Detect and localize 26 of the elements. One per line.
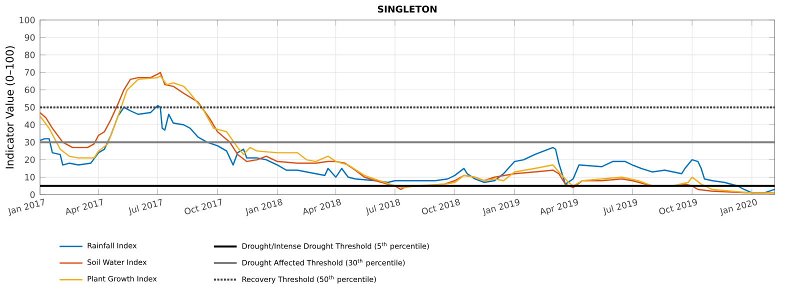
- x-tick-label: Oct 2017: [184, 198, 222, 214]
- chart-title: SINGLETON: [378, 6, 437, 13]
- x-tick-label: Jul 2018: [366, 199, 400, 216]
- y-tick-label: 70: [24, 69, 35, 76]
- y-tick-label: 0: [30, 191, 35, 198]
- y-axis-title: Indicator Value (0–100): [5, 46, 15, 168]
- x-tick-label: Apr 2018: [304, 198, 341, 215]
- x-tick-label: Apr 2019: [540, 199, 578, 215]
- x-tick-label: Oct 2019: [659, 199, 697, 214]
- x-tick-label: Jul 2017: [128, 198, 162, 216]
- x-tick-label: Apr 2017: [66, 198, 102, 215]
- x-tick-label: Oct 2018: [422, 198, 460, 214]
- y-tick-label: 40: [24, 122, 35, 128]
- x-tick-label: Jan 2019: [483, 199, 520, 216]
- y-tick-label: 60: [24, 86, 35, 94]
- x-tick-label: Jan 2020: [720, 199, 757, 216]
- y-tick-label: 20: [24, 156, 35, 164]
- y-tick-label: 50: [24, 104, 35, 111]
- y-tick-label: 30: [24, 138, 35, 146]
- x-tick-label: Jan 2017: [8, 198, 44, 216]
- y-tick-label: 90: [24, 34, 35, 41]
- y-tick-label: 10: [25, 174, 35, 180]
- x-tick-label: Jan 2018: [246, 198, 282, 216]
- y-tick-label: 100: [20, 16, 35, 24]
- x-tick-label: Jul 2019: [604, 199, 638, 216]
- y-tick-label: 80: [24, 52, 35, 58]
